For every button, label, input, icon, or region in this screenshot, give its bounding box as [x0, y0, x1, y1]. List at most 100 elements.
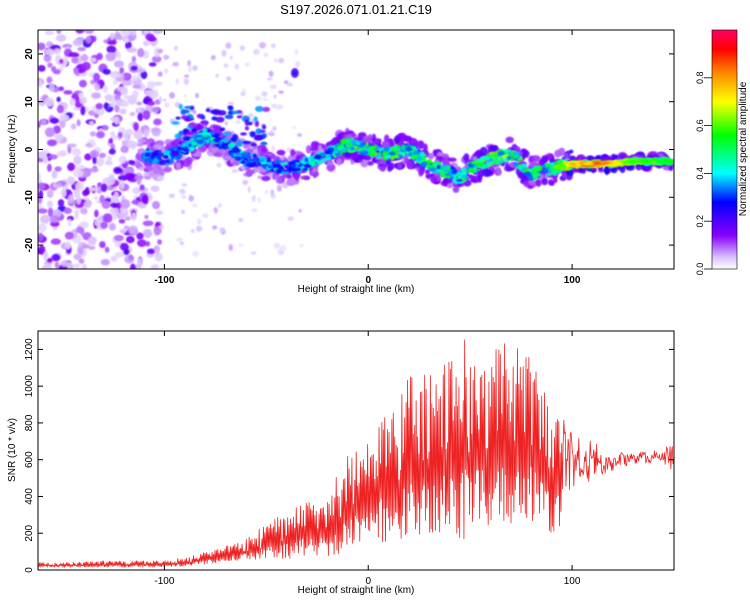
spectrogram-blob: [78, 258, 85, 264]
spectrogram-blob: [181, 147, 186, 151]
spectrogram-blob: [157, 150, 162, 155]
spectrogram-blob: [292, 126, 297, 130]
spectrogram-blob: [273, 164, 278, 169]
spectrogram-blob: [53, 48, 62, 53]
spectrogram-blob: [267, 165, 274, 169]
spectrogram-blob: [190, 109, 196, 113]
spectrogram-blob: [180, 241, 184, 246]
spectrogram-blob: [294, 173, 300, 181]
spectrogram-blob: [298, 208, 302, 213]
spectrogram-blob: [324, 150, 331, 155]
spectrogram-blob: [40, 118, 47, 125]
spectrogram-blob: [85, 35, 93, 44]
spectrogram-blob: [148, 62, 157, 67]
spectrogram-blob: [185, 131, 195, 135]
spectrogram-blob: [172, 151, 180, 157]
spectrogram-blob: [216, 162, 222, 168]
spectrogram-blob: [66, 143, 77, 148]
spectrogram-blob: [326, 154, 331, 159]
spectrogram-blob: [89, 120, 95, 126]
spectrogram-blob: [405, 146, 413, 152]
spectrogram-blob: [61, 187, 67, 198]
spectrogram-blob: [547, 172, 552, 177]
spectrogram-blob: [240, 165, 246, 171]
spectrogram-y-tick-label: -10: [24, 190, 35, 205]
spectrogram-blob: [360, 159, 369, 168]
spectrogram-blob: [213, 206, 218, 214]
spectrogram-blob: [38, 245, 46, 255]
spectrogram-blob: [132, 84, 142, 89]
spectrogram-blob: [136, 107, 141, 112]
spectrogram-blob: [163, 54, 170, 60]
spectrogram-blob: [299, 163, 304, 166]
spectrogram-blob: [286, 179, 295, 186]
spectrogram-blob: [287, 166, 295, 171]
spectrogram-blob: [410, 154, 418, 160]
colorbar-tick-label: 0.0: [695, 263, 705, 276]
spectrogram-blob: [331, 137, 340, 145]
spectrogram-blob: [155, 210, 164, 215]
colorbar-label: Normalized spectral amplitude: [738, 81, 749, 216]
spectrogram-blob: [563, 152, 570, 159]
spectrogram-blob: [108, 148, 116, 155]
spectrogram-blob: [494, 158, 501, 165]
spectrogram-blob: [180, 209, 186, 214]
spectrogram-blob: [159, 171, 165, 176]
spectrogram-blob: [130, 143, 137, 150]
spectrogram-blob: [297, 133, 303, 137]
spectrogram-blob: [69, 98, 76, 106]
spectrogram-blob: [106, 45, 117, 54]
spectrogram-blob: [482, 168, 491, 177]
spectrogram-blob: [255, 128, 262, 135]
spectrogram-blob: [227, 101, 235, 106]
spectrogram-blob: [74, 209, 79, 220]
spectrogram-blob: [87, 167, 99, 173]
spectrogram-blob: [273, 94, 277, 99]
spectrogram-blob: [419, 169, 425, 175]
spectrogram-blob: [568, 165, 573, 169]
spectrogram-blob: [442, 169, 449, 173]
spectrogram-blob: [49, 117, 60, 124]
spectrogram-blob: [179, 188, 186, 195]
spectrogram-blob: [44, 97, 55, 107]
spectrogram-blob: [427, 159, 431, 164]
spectrogram-blob: [153, 81, 163, 86]
spectrogram-blob: [501, 154, 509, 158]
spectrogram-blob: [124, 173, 135, 181]
spectrogram-blob: [64, 231, 74, 240]
spectrogram-blob: [67, 194, 75, 205]
spectrogram-blob: [185, 156, 193, 165]
spectrogram-blob: [261, 97, 269, 101]
spectrogram-blob: [270, 129, 274, 137]
spectrogram-blob: [360, 150, 368, 156]
spectrogram-blob: [287, 216, 294, 221]
spectrogram-blob: [187, 60, 192, 67]
spectrogram-blob: [142, 220, 154, 227]
spectrogram-blob: [530, 155, 541, 163]
spectrogram-blob: [268, 70, 274, 77]
spectrogram-blob: [183, 78, 190, 86]
spectrogram-blob: [94, 209, 99, 218]
spectrogram-blob: [313, 171, 319, 177]
spectrogram-blob: [476, 168, 481, 172]
spectrogram-blob: [421, 161, 428, 166]
spectrogram-blob: [242, 179, 249, 186]
spectrogram-blob: [189, 138, 195, 142]
spectrogram-blob: [128, 254, 134, 261]
spectrogram-blob: [242, 140, 251, 145]
spectrogram-blob: [427, 152, 434, 160]
spectrogram-blob: [151, 55, 162, 63]
spectrogram-blob: [552, 177, 558, 184]
spectrogram-blob: [152, 30, 163, 34]
spectrogram-blob: [210, 55, 216, 61]
spectrogram-blob: [75, 226, 84, 234]
spectrogram-blob: [105, 52, 116, 62]
spectrogram-x-tick-label: -100: [154, 275, 174, 286]
spectrogram-blob: [496, 167, 501, 175]
spectrogram-blob: [68, 52, 80, 58]
spectrogram-blob: [123, 225, 130, 230]
spectrogram-blob: [257, 197, 261, 203]
spectrogram-x-tick-label: 100: [564, 275, 581, 286]
spectrogram-blob: [650, 160, 657, 164]
spectrogram-blob: [164, 149, 170, 156]
